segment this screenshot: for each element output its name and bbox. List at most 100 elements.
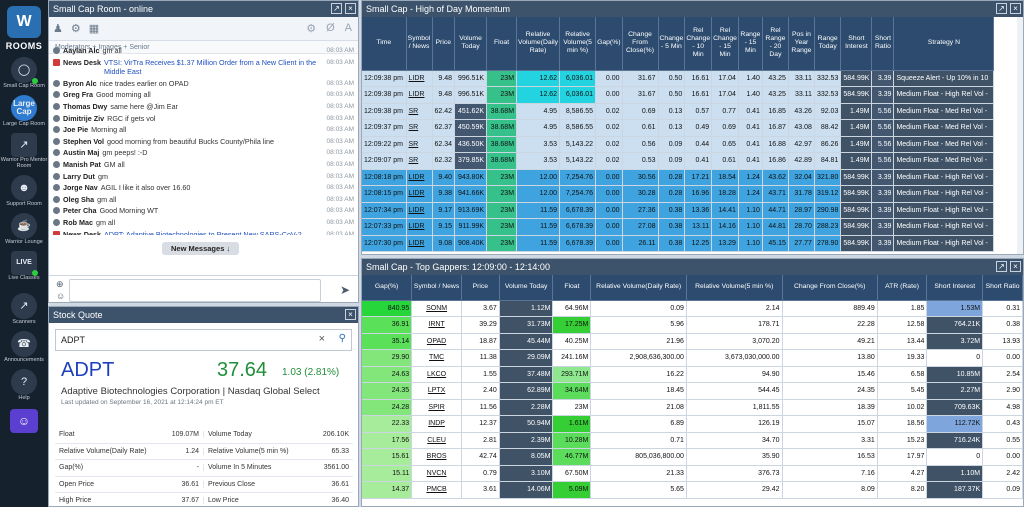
nav-pro-mentor-room[interactable]: ↗ Warrior Pro Mentor Room: [0, 133, 48, 169]
message-text[interactable]: VTSI: VirTra Receives $1.37 Million Orde…: [103, 57, 317, 77]
column-header[interactable]: Rel Range - 20 Day: [762, 17, 789, 71]
plus-icon[interactable]: ⊕: [56, 279, 64, 289]
message-author[interactable]: Stephen Vol: [63, 136, 104, 146]
message-author[interactable]: Austin Maj: [63, 148, 100, 158]
table-cell[interactable]: LIDR: [406, 70, 433, 87]
close-icon[interactable]: ×: [1010, 3, 1021, 14]
table-cell[interactable]: TMC: [411, 349, 462, 367]
column-header[interactable]: Relative Volume(5 min %): [559, 17, 597, 71]
column-header[interactable]: Range Today: [814, 17, 842, 71]
close-icon[interactable]: ×: [1010, 261, 1021, 272]
nav-live-classes[interactable]: LIVE Live Classes: [0, 251, 48, 281]
table-row[interactable]: 15.61 BROS 42.74 8.05M 46.77M 805,036,800.00 3…: [362, 448, 1023, 466]
column-header[interactable]: Change - 5 Min: [658, 17, 686, 71]
table-row[interactable]: 12:09:38 pm SR 62.42 451.62K 38.68M 4.95 8,586…: [362, 103, 995, 120]
close-icon[interactable]: ×: [345, 309, 356, 320]
column-header[interactable]: Short Ratio: [871, 17, 895, 71]
message-author[interactable]: Greg Fra: [63, 90, 93, 100]
table-row[interactable]: 12:09:37 pm SR 62.37 450.59K 38.68M 4.95 8,586…: [362, 119, 995, 137]
message-author[interactable]: Joe Pie: [63, 125, 89, 135]
chat-messages[interactable]: Aaylan Alc gm all 08:03 AM News Desk VTSI: V…: [49, 45, 358, 235]
column-header[interactable]: Gap(%): [595, 17, 623, 71]
table-row[interactable]: 12:07:33 pm LIDR 9.15 911.99K 23M 11.59 6,678.…: [362, 218, 995, 236]
table-row[interactable]: 24.35 LPTX 2.40 62.89M 34.64M 18.45 544.45 24.3…: [362, 382, 1023, 400]
table-cell[interactable]: SR: [406, 152, 433, 170]
message-author[interactable]: Larry Dut: [63, 171, 95, 181]
column-header[interactable]: Short Interest: [926, 275, 984, 301]
message-author[interactable]: Rob Mac: [63, 217, 93, 227]
table-cell[interactable]: LIDR: [406, 185, 433, 203]
table-cell[interactable]: SONM: [411, 300, 462, 317]
message-author[interactable]: Manish Pat: [63, 159, 101, 169]
table-row[interactable]: 12:07:34 pm LIDR 9.17 913.69K 23M 11.59 6,678.…: [362, 202, 995, 219]
table-row[interactable]: 12:08:18 pm LIDR 9.40 943.80K 23M 12.00 7,254.…: [362, 169, 995, 186]
column-header[interactable]: Strategy N: [893, 17, 995, 71]
table-cell[interactable]: SPIR: [411, 399, 462, 416]
nav-announcements[interactable]: ☎ Announcements: [0, 331, 48, 363]
popout-icon[interactable]: ↗: [996, 261, 1007, 272]
search-icon[interactable]: ⚲: [338, 333, 346, 344]
table-cell[interactable]: SR: [406, 136, 433, 153]
message-author[interactable]: Thomas Dwy: [63, 101, 108, 111]
popout-icon[interactable]: ↗: [996, 3, 1007, 14]
table-row[interactable]: 29.90 TMC 11.38 29.09M 241.16M 2,908,636,300.…: [362, 349, 1023, 367]
message-author[interactable]: News Desk: [63, 229, 101, 236]
nav-help[interactable]: ? Help: [0, 369, 48, 401]
column-header[interactable]: Symbol / News: [411, 275, 462, 301]
nav-scanners[interactable]: ↗ Scanners: [0, 293, 48, 325]
column-header[interactable]: Volume Today: [499, 275, 554, 301]
table-row[interactable]: 36.91 IRNT 39.29 31.73M 17.25M 5.96 178.71 22.2…: [362, 316, 1023, 334]
message-author[interactable]: Peter Cha: [63, 206, 97, 216]
emoji-icon[interactable]: ☺: [56, 291, 66, 301]
table-row[interactable]: 12:09:38 pm LIDR 9.48 996.51K 23M 12.62 6,036.…: [362, 86, 995, 104]
column-header[interactable]: Pos in Year Range: [788, 17, 815, 71]
table-row[interactable]: 12:08:15 pm LIDR 9.38 941.66K 23M 12.00 7,254.…: [362, 185, 995, 203]
message-author[interactable]: Dimitrije Ziv: [63, 113, 105, 123]
column-header[interactable]: Short Interest: [840, 17, 873, 71]
chat-input[interactable]: [69, 279, 321, 302]
column-header[interactable]: ATR (Rate): [877, 275, 928, 301]
column-header[interactable]: Rel Change - 15 Min: [711, 17, 739, 71]
clear-icon[interactable]: ×: [318, 333, 325, 345]
table-cell[interactable]: LIDR: [406, 169, 433, 186]
column-header[interactable]: Relative Volume(5 min %): [686, 275, 783, 301]
table-row[interactable]: 12:07:30 pm LIDR 9.08 908.40K 23M 11.59 6,678.…: [362, 235, 995, 252]
column-header[interactable]: Rel Change - 10 Min: [684, 17, 713, 71]
nav-warrior-lounge[interactable]: ☕ Warrior Lounge: [0, 213, 48, 245]
column-header[interactable]: Price: [461, 275, 500, 301]
column-header[interactable]: Float: [552, 275, 592, 301]
column-header[interactable]: Symbol / News: [406, 17, 433, 71]
table-row[interactable]: 12:09:22 pm SR 62.34 436.50K 38.68M 3.53 5,143…: [362, 136, 995, 153]
table-cell[interactable]: PMCB: [411, 481, 462, 499]
text-size-icon[interactable]: A: [344, 22, 352, 34]
column-header[interactable]: Short Ratio: [982, 275, 1023, 301]
table-row[interactable]: 24.63 LKCO 1.55 37.48M 293.71M 16.22 94.90 15.4…: [362, 366, 1023, 383]
table-row[interactable]: 14.37 PMCB 3.61 14.06M 5.09M 5.65 29.42 8.09 8.2…: [362, 481, 1023, 499]
message-author[interactable]: Oleg Sha: [63, 194, 95, 204]
scrollbar[interactable]: [1017, 17, 1023, 254]
message-text[interactable]: ADPT: Adaptive Biotechnologies to Presen…: [103, 229, 302, 236]
popout-icon[interactable]: ↗: [331, 3, 342, 14]
users-icon[interactable]: ♟: [53, 23, 63, 35]
table-row[interactable]: 840.95 SONM 3.67 1.12M 64.96M 0.09 2.14 889.49 1…: [362, 300, 1023, 317]
filter-icon[interactable]: ⚙: [306, 23, 317, 35]
table-cell[interactable]: SR: [406, 119, 433, 137]
send-icon[interactable]: ➤: [339, 283, 350, 297]
table-cell[interactable]: LIDR: [406, 202, 433, 219]
table-cell[interactable]: BROS: [411, 448, 462, 466]
column-header[interactable]: Time: [362, 17, 407, 71]
column-header[interactable]: Float: [486, 17, 518, 71]
nav-support-room[interactable]: ☻ Support Room: [0, 175, 48, 207]
table-cell[interactable]: LKCO: [411, 366, 462, 383]
column-header[interactable]: Gap(%): [362, 275, 413, 301]
message-author[interactable]: Byron Alc: [63, 78, 97, 88]
column-header[interactable]: Change From Close(%): [622, 17, 659, 71]
table-row[interactable]: 12:09:07 pm SR 62.32 379.85K 38.68M 3.53 5,143…: [362, 152, 995, 170]
user-profile-icon[interactable]: ☺: [10, 409, 38, 434]
table-cell[interactable]: NVCN: [411, 465, 462, 482]
table-row[interactable]: 35.14 OPAD 18.87 45.44M 40.25M 21.96 3,070.20 4…: [362, 333, 1023, 350]
table-cell[interactable]: LIDR: [406, 86, 433, 104]
table-row[interactable]: 17.56 CLEU 2.81 2.39M 10.28M 0.71 34.70 3.31 15.…: [362, 432, 1023, 449]
table-row[interactable]: 24.28 SPIR 11.56 2.28M 23M 21.08 1,811.55 18.39…: [362, 399, 1023, 416]
moderators-filter[interactable]: Moderators + Images + Senior: [49, 41, 358, 54]
